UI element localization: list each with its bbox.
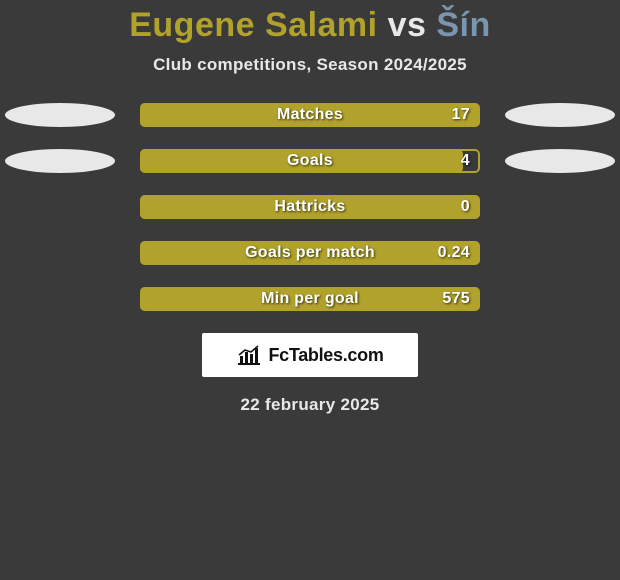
bar-wrap: Goals 4 (140, 149, 480, 173)
bar-wrap: Goals per match 0.24 (140, 241, 480, 265)
right-ellipse (505, 103, 615, 127)
bar-chart-icon (236, 344, 262, 366)
comparison-card: Eugene Salami vs Šín Club competitions, … (0, 0, 620, 580)
page-title: Eugene Salami vs Šín (129, 6, 491, 45)
stat-value: 17 (452, 103, 470, 127)
bar-wrap: Hattricks 0 (140, 195, 480, 219)
stat-row-goals: Goals 4 (0, 149, 620, 173)
stat-label: Goals (287, 149, 333, 173)
stat-row-hattricks: Hattricks 0 (0, 195, 620, 219)
stat-row-mpg: Min per goal 575 (0, 287, 620, 311)
stat-value: 0.24 (438, 241, 470, 265)
left-ellipse (5, 103, 115, 127)
player1-name: Eugene Salami (129, 6, 377, 44)
stats-area: Matches 17 Goals 4 Hattricks 0 (0, 103, 620, 311)
stat-label: Min per goal (261, 287, 359, 311)
stat-label: Goals per match (245, 241, 375, 265)
player2-name: Šín (436, 6, 490, 44)
date: 22 february 2025 (241, 395, 380, 415)
bar-wrap: Matches 17 (140, 103, 480, 127)
stat-value: 575 (442, 287, 470, 311)
stat-row-gpm: Goals per match 0.24 (0, 241, 620, 265)
right-ellipse (505, 149, 615, 173)
logo-text: FcTables.com (268, 345, 383, 366)
stat-row-matches: Matches 17 (0, 103, 620, 127)
stat-label: Hattricks (274, 195, 345, 219)
stat-value: 0 (461, 195, 470, 219)
left-ellipse (5, 149, 115, 173)
subtitle: Club competitions, Season 2024/2025 (153, 55, 467, 75)
bar-wrap: Min per goal 575 (140, 287, 480, 311)
vs-separator: vs (388, 6, 427, 44)
stat-label: Matches (277, 103, 343, 127)
logo-box[interactable]: FcTables.com (202, 333, 418, 377)
stat-value: 4 (461, 149, 470, 173)
